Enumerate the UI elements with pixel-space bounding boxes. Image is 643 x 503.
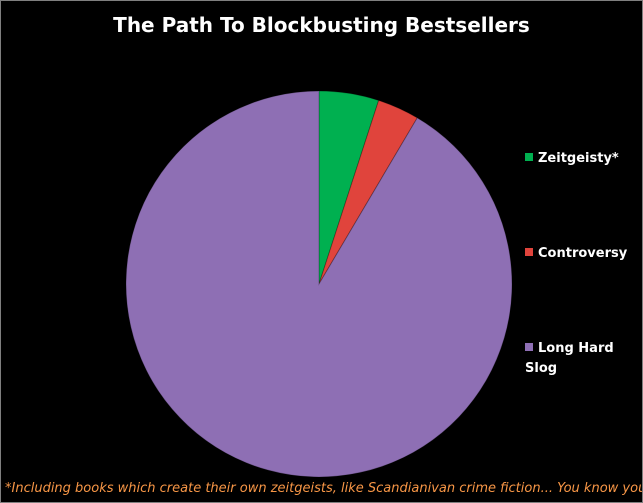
legend-label: Long Hard Slog [525,341,614,376]
legend-label: Controversy [538,246,628,261]
legend-label: Zeitgeisty* [538,151,619,166]
legend-swatch [525,343,533,351]
chart-title: The Path To Blockbusting Bestsellers [113,13,530,37]
legend-item-zeitgeisty: Zeitgeisty* [525,149,635,169]
legend-swatch [525,153,533,161]
footnote: *Including books which create their own … [5,481,643,496]
legend-item-controversy: Controversy [525,244,635,264]
pie-slice-zeitgeisty [318,90,380,285]
pie-slice-long-hard-slog [125,90,513,478]
legend-item-long-hard-slog: Long Hard Slog [525,339,620,379]
legend-swatch [525,248,533,256]
pie-slice-controversy [318,99,418,285]
